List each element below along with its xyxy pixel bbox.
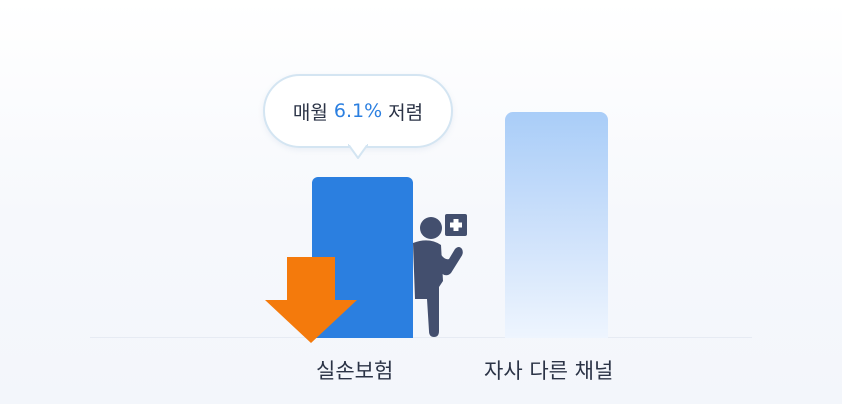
savings-callout-bubble: 매월 6.1% 저렴: [263, 74, 453, 148]
label-other-channels: 자사 다른 채널: [484, 359, 614, 383]
callout-percentage: 6.1%: [333, 100, 383, 122]
down-arrow-icon: [265, 257, 357, 343]
bar-other-channels: [505, 112, 608, 338]
chart-baseline: [90, 337, 752, 338]
callout-tail: [348, 144, 368, 159]
callout-suffix: 저렴: [388, 101, 424, 124]
label-silson-insurance: 실손보험: [316, 359, 394, 383]
person-holding-medical-card-icon: [413, 214, 467, 337]
callout-prefix: 매월: [292, 101, 328, 124]
